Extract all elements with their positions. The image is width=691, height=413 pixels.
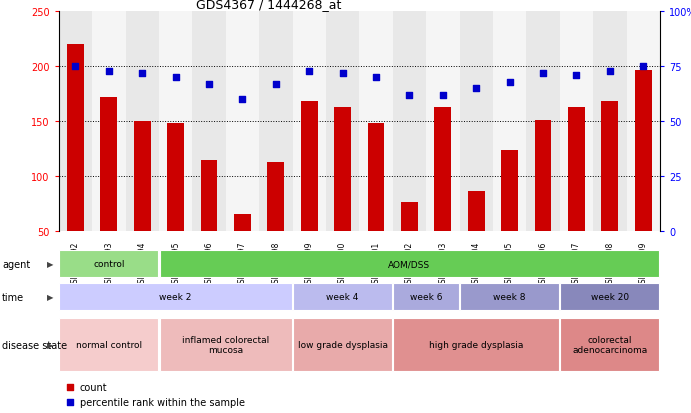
Bar [501,150,518,286]
Point [337,70,348,77]
Bar [126,12,159,231]
Bar [493,12,527,231]
Bar [426,12,460,231]
Bar [159,12,192,231]
Point [404,92,415,99]
Point [270,81,281,88]
Point [571,73,582,79]
Point [437,92,448,99]
Bar [160,250,659,278]
Text: percentile rank within the sample: percentile rank within the sample [79,397,245,407]
Bar [200,160,218,286]
Text: week 4: week 4 [326,292,359,301]
Bar [593,12,627,231]
Text: week 6: week 6 [410,292,442,301]
Point [237,97,248,103]
Text: week 2: week 2 [160,292,192,301]
Bar [393,318,559,371]
Text: AOM/DSS: AOM/DSS [388,259,430,268]
Title: GDS4367 / 1444268_at: GDS4367 / 1444268_at [196,0,342,11]
Bar [192,12,226,231]
Bar [627,12,660,231]
Point [604,68,615,75]
Point [638,64,649,71]
Text: ▶: ▶ [46,259,53,268]
Bar [468,192,484,286]
Text: time: time [2,292,24,302]
Text: high grade dysplasia: high grade dysplasia [429,340,523,349]
Text: normal control: normal control [76,340,142,349]
Point [64,399,75,406]
Bar [392,12,426,231]
Bar [59,318,158,371]
Bar [259,12,292,231]
Bar [460,12,493,231]
Bar [293,318,392,371]
Bar [560,12,593,231]
Point [103,68,114,75]
Bar [134,122,151,286]
Bar [601,102,618,286]
Bar [92,12,126,231]
Bar [167,124,184,286]
Bar [560,283,659,311]
Bar [301,102,318,286]
Bar [293,283,392,311]
Bar [568,108,585,286]
Text: control: control [93,259,124,268]
Bar [234,215,251,286]
Point [203,81,214,88]
Bar [59,250,158,278]
Bar [368,124,384,286]
Bar [326,12,359,231]
Bar [401,203,418,286]
Bar [226,12,259,231]
Text: agent: agent [2,259,30,269]
Bar [100,98,117,286]
Point [170,75,181,81]
Bar [435,108,451,286]
Bar [535,121,551,286]
Point [70,64,81,71]
Text: colorectal
adenocarcinoma: colorectal adenocarcinoma [572,335,647,354]
Bar [59,12,92,231]
Text: inflamed colorectal
mucosa: inflamed colorectal mucosa [182,335,269,354]
Bar [635,70,652,286]
Point [370,75,381,81]
Point [303,68,314,75]
Bar [460,283,559,311]
Text: count: count [79,382,107,392]
Bar [292,12,326,231]
Point [471,86,482,93]
Text: ▶: ▶ [46,292,53,301]
Text: week 20: week 20 [591,292,629,301]
Point [137,70,148,77]
Bar [334,108,351,286]
Bar [359,12,392,231]
Text: ▶: ▶ [46,340,53,349]
Bar [560,318,659,371]
Point [504,79,515,86]
Bar [160,318,292,371]
Bar [393,283,459,311]
Bar [59,283,292,311]
Bar [67,45,84,286]
Point [64,383,75,390]
Bar [527,12,560,231]
Point [538,70,549,77]
Text: week 8: week 8 [493,292,526,301]
Text: disease state: disease state [2,340,67,350]
Bar [267,162,284,286]
Text: low grade dysplasia: low grade dysplasia [298,340,388,349]
